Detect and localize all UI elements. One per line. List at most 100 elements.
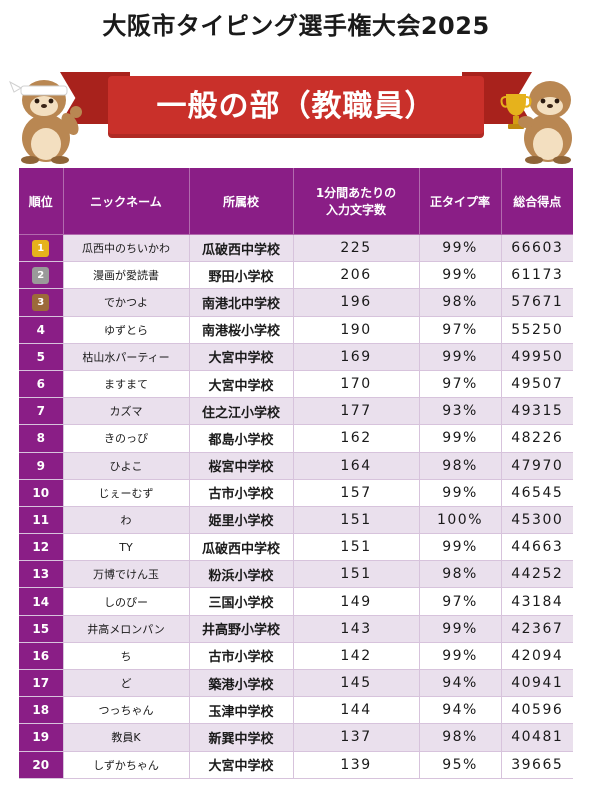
school-cell: 大宮中学校: [189, 343, 294, 371]
accuracy-cell: 98%: [419, 452, 502, 480]
nickname-cell: カズマ: [63, 397, 190, 426]
score-cell: 48226: [501, 424, 573, 453]
rank-cell: 3: [19, 288, 64, 317]
accuracy-cell: 99%: [419, 343, 502, 371]
gold-crown-icon: 1: [32, 239, 50, 257]
nickname-cell: しずかちゃん: [63, 751, 190, 779]
header-chars-per-minute: 1分間あたりの 入力文字数: [293, 168, 420, 235]
nickname-cell: 枯山水パーティー: [63, 343, 190, 371]
chars-per-minute-cell: 225: [293, 234, 420, 263]
table-header-row: 順位 ニックネーム 所属校 1分間あたりの 入力文字数 正タイプ率 総合得点: [19, 168, 573, 235]
table-row: 2 漫画が愛読書 野田小学校 206 99% 61173: [19, 261, 573, 290]
chars-per-minute-cell: 151: [293, 506, 420, 535]
score-cell: 46545: [501, 479, 573, 507]
header-chars-line1: 1分間あたりの: [315, 186, 397, 200]
nickname-cell: 漫画が愛読書: [63, 261, 190, 290]
nickname-cell: 瓜西中のちいかわ: [63, 234, 190, 263]
chars-per-minute-cell: 170: [293, 370, 420, 399]
school-cell: 築港小学校: [189, 669, 294, 698]
rank-cell: 14: [19, 587, 64, 616]
nickname-cell: しのぴー: [63, 587, 190, 616]
accuracy-cell: 99%: [419, 533, 502, 562]
table-row: 1 瓜西中のちいかわ 瓜破西中学校 225 99% 66603: [19, 234, 573, 263]
rank-cell: 2: [19, 261, 64, 290]
table-row: 5 枯山水パーティー 大宮中学校 169 99% 49950: [19, 343, 573, 371]
table-row: 6 ますまて 大宮中学校 170 97% 49507: [19, 370, 573, 399]
otter-mascot-headband-icon: [9, 80, 82, 164]
accuracy-cell: 99%: [419, 479, 502, 507]
accuracy-cell: 93%: [419, 397, 502, 426]
chars-per-minute-cell: 151: [293, 560, 420, 589]
nickname-cell: 井高メロンパン: [63, 615, 190, 643]
table-row: 16 ち古市小学校 142 99% 42094: [19, 642, 573, 671]
header-accuracy: 正タイプ率: [419, 168, 502, 235]
accuracy-cell: 99%: [419, 615, 502, 643]
accuracy-cell: 99%: [419, 261, 502, 290]
header-nickname: ニックネーム: [63, 168, 190, 235]
category-title: 一般の部（教職員）: [156, 89, 436, 124]
rank-cell: 20: [19, 751, 64, 779]
rank-cell: 8: [19, 424, 64, 453]
score-cell: 66603: [501, 234, 573, 263]
score-cell: 44252: [501, 560, 573, 589]
header-chars-line2: 入力文字数: [325, 203, 386, 217]
school-cell: 玉津中学校: [189, 696, 294, 725]
school-cell: 南港桜小学校: [189, 316, 294, 344]
school-cell: 大宮中学校: [189, 751, 294, 779]
school-cell: 桜宮中学校: [189, 452, 294, 480]
nickname-cell: TY: [63, 533, 190, 562]
school-cell: 三国小学校: [189, 587, 294, 616]
school-cell: 瓜破西中学校: [189, 234, 294, 263]
school-cell: 都島小学校: [189, 424, 294, 453]
score-cell: 40596: [501, 696, 573, 725]
chars-per-minute-cell: 190: [293, 316, 420, 344]
accuracy-cell: 97%: [419, 316, 502, 344]
rank-cell: 4: [19, 316, 64, 344]
rank-cell: 7: [19, 397, 64, 426]
chars-per-minute-cell: 144: [293, 696, 420, 725]
table-row: 14 しのぴー 三国小学校 149 97% 43184: [19, 587, 573, 616]
rank-cell: 18: [19, 696, 64, 725]
school-cell: 井高野小学校: [189, 615, 294, 643]
school-cell: 古市小学校: [189, 479, 294, 507]
nickname-cell: でかつよ: [63, 288, 190, 317]
table-body: 1 瓜西中のちいかわ 瓜破西中学校 225 99% 66603 2 漫画が愛読書 野田小学校 20…: [19, 234, 573, 779]
rank-cell: 1: [19, 234, 64, 263]
table-row: 18 つっちゃん 玉津中学校 144 94% 40596: [19, 696, 573, 725]
rank-cell: 19: [19, 723, 64, 752]
school-cell: 住之江小学校: [189, 397, 294, 426]
school-cell: 南港北中学校: [189, 288, 294, 317]
rank-cell: 5: [19, 343, 64, 371]
school-cell: 姫里小学校: [189, 506, 294, 535]
bronze-crown-icon: 3: [32, 293, 50, 311]
chars-per-minute-cell: 139: [293, 751, 420, 779]
ribbon-body: [108, 76, 484, 138]
score-cell: 44663: [501, 533, 573, 562]
score-cell: 49950: [501, 343, 573, 371]
table-row: 12 TY 瓜破西中学校 151 99% 44663: [19, 533, 573, 562]
score-cell: 49507: [501, 370, 573, 399]
nickname-cell: わ: [63, 506, 190, 535]
chars-per-minute-cell: 164: [293, 452, 420, 480]
school-cell: 野田小学校: [189, 261, 294, 290]
otter-mascot-trophy-icon: [500, 81, 572, 164]
score-cell: 40941: [501, 669, 573, 698]
score-cell: 43184: [501, 587, 573, 616]
accuracy-cell: 95%: [419, 751, 502, 779]
score-cell: 39665: [501, 751, 573, 779]
chars-per-minute-cell: 137: [293, 723, 420, 752]
page-title: 大阪市タイピング選手権大会2025: [102, 12, 490, 40]
nickname-cell: じぇーむず: [63, 479, 190, 507]
accuracy-cell: 97%: [419, 370, 502, 399]
rank-cell: 17: [19, 669, 64, 698]
chars-per-minute-cell: 157: [293, 479, 420, 507]
table-row: 3 でかつよ 南港北中学校 196 98% 57671: [19, 288, 573, 317]
accuracy-cell: 98%: [419, 288, 502, 317]
nickname-cell: ち: [63, 642, 190, 671]
table-row: 8 きのっぴ 都島小学校 162 99% 48226: [19, 424, 573, 453]
score-cell: 55250: [501, 316, 573, 344]
table-row: 7 カズマ 住之江小学校 177 93% 49315: [19, 397, 573, 426]
rank-cell: 13: [19, 560, 64, 589]
rank-cell: 15: [19, 615, 64, 643]
accuracy-cell: 94%: [419, 669, 502, 698]
